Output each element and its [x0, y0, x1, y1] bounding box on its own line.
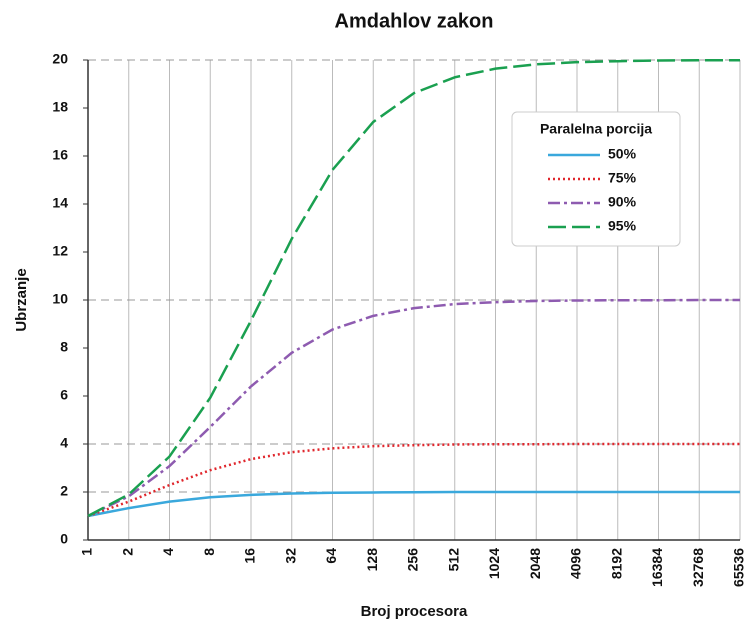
legend-label: 50% — [608, 146, 637, 162]
legend-label: 75% — [608, 170, 637, 186]
y-tick-label: 2 — [60, 483, 68, 499]
y-axis-label: Ubrzanje — [13, 268, 30, 331]
x-tick-label: 64 — [323, 548, 339, 564]
legend-label: 95% — [608, 218, 637, 234]
y-tick-label: 12 — [52, 243, 68, 259]
series-line — [87, 442, 740, 518]
x-tick-label: 32768 — [690, 548, 706, 587]
x-tick-label: 256 — [405, 548, 421, 572]
series-line — [87, 58, 740, 518]
x-tick-label: 8 — [201, 548, 217, 556]
x-tick-label: 8192 — [608, 548, 624, 579]
x-tick-label: 65536 — [731, 548, 747, 587]
x-tick-label: 16 — [242, 548, 258, 564]
x-axis-label: Broj procesora — [361, 603, 468, 620]
x-tick-label: 2 — [119, 548, 135, 556]
x-tick-label: 4 — [160, 548, 176, 556]
legend-box — [511, 111, 681, 247]
y-tick-label: 0 — [60, 531, 68, 547]
x-tick-label: 1 — [79, 548, 95, 556]
chart-title: Amdahlov zakon — [335, 10, 494, 32]
y-tick-label: 10 — [52, 291, 68, 307]
y-tick-label: 6 — [60, 387, 68, 403]
x-tick-label: 512 — [445, 548, 461, 572]
series-line — [87, 298, 740, 518]
x-tick-label: 4096 — [568, 548, 584, 579]
y-tick-label: 18 — [52, 99, 68, 115]
series-line — [87, 490, 740, 518]
x-tick-label: 1024 — [486, 548, 502, 579]
x-tick-label: 32 — [282, 548, 298, 564]
y-tick-label: 8 — [60, 339, 68, 355]
legend-title: Paralelna porcija — [540, 121, 652, 137]
y-tick-label: 16 — [52, 147, 68, 163]
y-tick-label: 20 — [52, 51, 68, 67]
x-tick-label: 2048 — [527, 548, 543, 579]
legend-label: 90% — [608, 194, 637, 210]
x-tick-label: 16384 — [649, 548, 665, 587]
y-tick-label: 4 — [60, 435, 68, 451]
x-tick-label: 128 — [364, 548, 380, 572]
y-tick-label: 14 — [52, 195, 68, 211]
